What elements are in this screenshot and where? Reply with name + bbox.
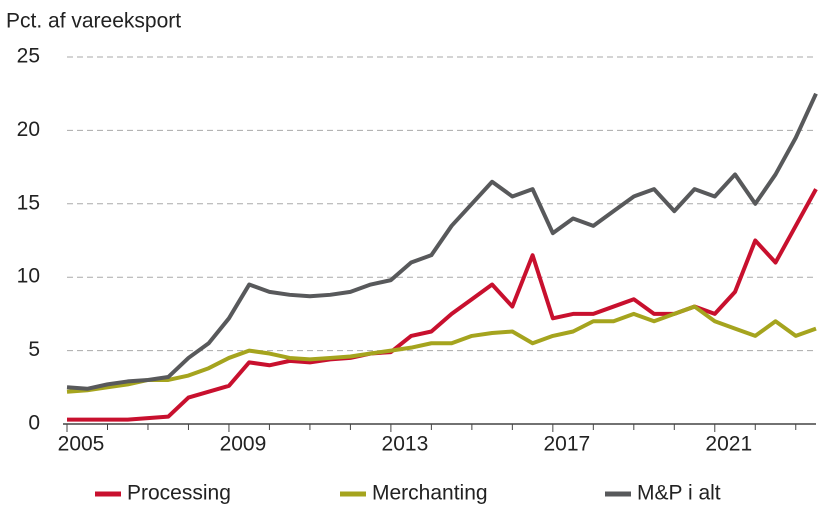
y-tick-label: 20: [17, 118, 40, 141]
y-tick-label: 0: [28, 412, 40, 435]
line-series: [67, 188, 818, 422]
x-tick-label: 2021: [705, 433, 752, 456]
x-tick-label: 2009: [220, 433, 267, 456]
x-tick-label: 2005: [58, 433, 105, 456]
y-axis-label: Pct. af vareeksport: [6, 10, 181, 33]
legend-label: Processing: [127, 482, 231, 505]
x-tick-label: 2013: [382, 433, 429, 456]
y-tick-label: 10: [17, 265, 40, 288]
y-tick-label: 5: [28, 338, 40, 361]
y-tick-label: 25: [17, 45, 40, 68]
legend-label: Merchanting: [372, 482, 488, 505]
line-series: [66, 304, 817, 394]
x-tick-label: 2017: [543, 433, 590, 456]
legend-label: M&P i alt: [637, 482, 721, 505]
y-tick-label: 15: [17, 191, 40, 214]
line-series: [66, 92, 818, 391]
